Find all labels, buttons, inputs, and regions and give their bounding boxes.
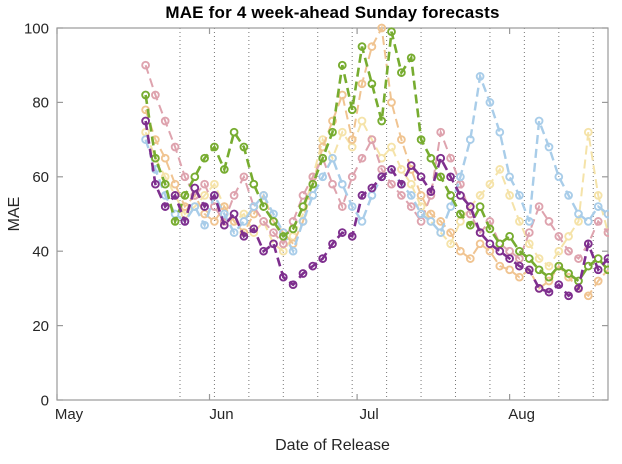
svg-text:Aug: Aug <box>508 406 535 423</box>
y-axis-ticks: 0 20 40 60 80 100 <box>24 20 608 409</box>
svg-text:Jun: Jun <box>209 406 233 423</box>
series-pink <box>141 60 609 263</box>
svg-text:100: 100 <box>24 20 49 37</box>
svg-text:Jul: Jul <box>360 406 379 423</box>
series-tan <box>141 23 609 301</box>
series-green <box>141 27 609 286</box>
y-axis-label: MAE <box>6 196 23 232</box>
x-axis-label: Date of Release <box>275 437 390 454</box>
svg-text:May: May <box>55 406 84 423</box>
axes-box <box>56 27 609 401</box>
series-group <box>141 23 609 301</box>
svg-text:40: 40 <box>32 243 49 260</box>
chart-title: MAE for 4 week-ahead Sunday forecasts <box>165 3 500 22</box>
x-axis-ticks: May Jun Jul Aug <box>55 28 535 423</box>
svg-text:0: 0 <box>41 392 49 409</box>
svg-text:80: 80 <box>32 95 49 112</box>
svg-text:20: 20 <box>32 318 49 335</box>
svg-text:60: 60 <box>32 169 49 186</box>
series-purple <box>141 116 609 301</box>
